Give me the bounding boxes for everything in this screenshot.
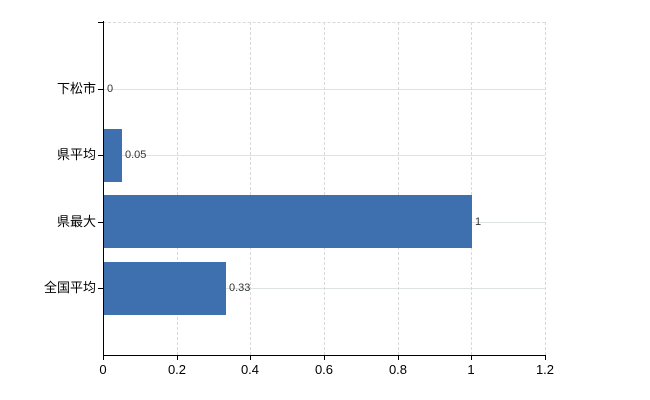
x-tick-label: 0.8 <box>388 362 408 377</box>
x-tick <box>471 355 472 360</box>
gridline-vertical <box>398 22 399 355</box>
x-tick-label: 1 <box>467 362 475 377</box>
value-label: 1 <box>475 216 482 228</box>
x-tick <box>250 355 251 360</box>
category-label: 下松市 <box>56 81 96 96</box>
x-tick <box>324 355 325 360</box>
x-tick <box>545 355 546 360</box>
y-tick <box>98 222 103 223</box>
gridline-vertical <box>250 22 251 355</box>
category-label: 県最大 <box>56 214 96 229</box>
value-label: 0.33 <box>229 282 251 294</box>
y-axis-top-tick <box>98 22 103 23</box>
category-label: 全国平均 <box>43 280 96 295</box>
x-tick <box>103 355 104 360</box>
plot-top-border <box>103 22 545 23</box>
bar <box>104 262 226 315</box>
x-tick-label: 0.6 <box>314 362 334 377</box>
bar <box>104 195 472 248</box>
gridline-vertical <box>545 22 546 355</box>
gridline-vertical <box>177 22 178 355</box>
x-tick-label: 1.2 <box>535 362 555 377</box>
y-tick <box>98 288 103 289</box>
x-tick <box>398 355 399 360</box>
x-tick-label: 0 <box>99 362 107 377</box>
category-label: 県平均 <box>56 147 96 162</box>
value-label: 0.05 <box>125 149 147 161</box>
x-tick-label: 0.2 <box>167 362 187 377</box>
y-axis-line <box>103 21 104 355</box>
x-tick-label: 0.4 <box>240 362 260 377</box>
gridline-vertical <box>324 22 325 355</box>
value-label: 0 <box>107 83 114 95</box>
bar <box>104 129 122 182</box>
y-tick <box>98 155 103 156</box>
gridline-vertical <box>471 22 472 355</box>
y-tick <box>98 89 103 90</box>
x-tick <box>177 355 178 360</box>
